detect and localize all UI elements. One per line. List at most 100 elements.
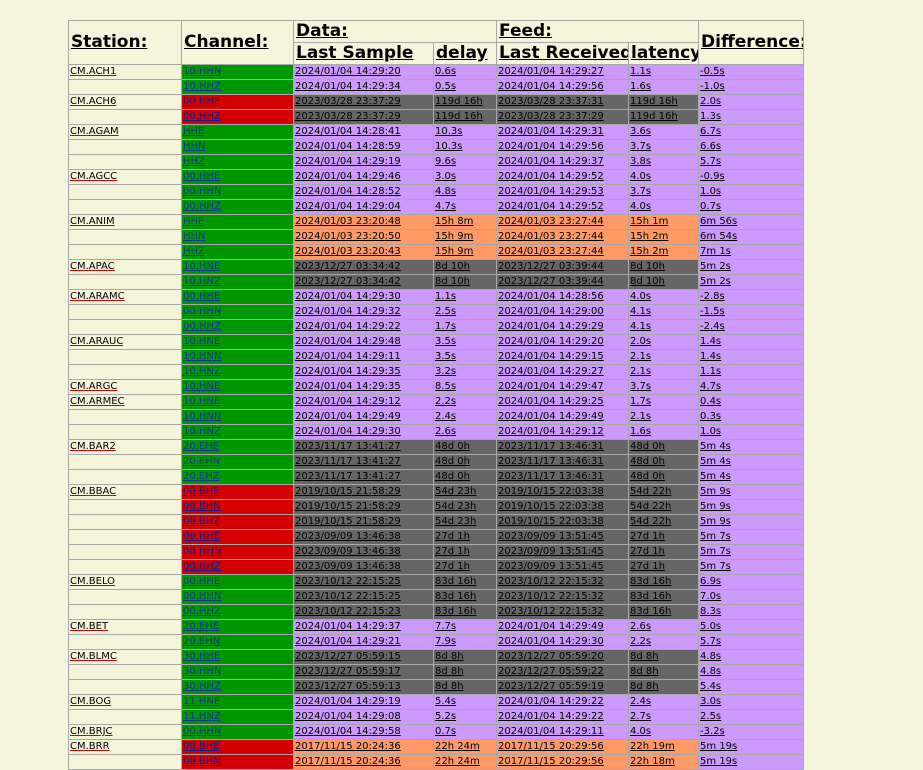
latency-link[interactable]: 3.8s — [630, 156, 652, 167]
last-received-link[interactable]: 2023/09/09 13:51:45 — [498, 531, 604, 542]
station-link[interactable]: CM.AGAM — [70, 126, 119, 137]
last-sample-link[interactable]: 2019/10/15 21:58:29 — [295, 501, 401, 512]
channel-link[interactable]: 10.HNZ — [183, 426, 221, 437]
channel-link[interactable]: 10.HNZ — [183, 366, 221, 377]
delay-link[interactable]: 119d 16h — [435, 96, 483, 107]
channel-link[interactable]: 10.HNN — [183, 411, 222, 422]
difference-link[interactable]: 6m 54s — [700, 231, 738, 242]
delay-link[interactable]: 15h 9m — [435, 246, 474, 257]
last-received-link[interactable]: 2024/01/04 14:29:30 — [498, 636, 604, 647]
channel-link[interactable]: 10.HNE — [183, 261, 221, 272]
latency-link[interactable]: 27d 1h — [630, 531, 665, 542]
difference-link[interactable]: 1.0s — [700, 426, 722, 437]
difference-link[interactable]: 7m 1s — [700, 246, 731, 257]
channel-link[interactable]: 00.HHN — [183, 306, 222, 317]
station-link[interactable]: CM.ARAMC — [70, 291, 125, 302]
delay-link[interactable]: 2.5s — [435, 306, 457, 317]
delay-link[interactable]: 10.3s — [435, 141, 463, 152]
last-received-link[interactable]: 2024/01/03 23:27:44 — [498, 231, 604, 242]
difference-link[interactable]: 5m 2s — [700, 261, 731, 272]
last-received-link[interactable]: 2023/12/27 05:59:22 — [498, 666, 604, 677]
delay-link[interactable]: 83d 16h — [435, 591, 477, 602]
last-sample-link[interactable]: 2019/10/15 21:58:29 — [295, 486, 401, 497]
latency-link[interactable]: 22h 18m — [630, 756, 675, 767]
latency-link[interactable]: 3.6s — [630, 126, 652, 137]
last-sample-link[interactable]: 2023/12/27 03:34:42 — [295, 276, 401, 287]
delay-link[interactable]: 1.1s — [435, 291, 457, 302]
latency-link[interactable]: 3.7s — [630, 186, 652, 197]
last-sample-link[interactable]: 2023/12/27 05:59:13 — [295, 681, 401, 692]
last-sample-link[interactable]: 2024/01/04 14:29:48 — [295, 336, 401, 347]
delay-link[interactable]: 15h 8m — [435, 216, 474, 227]
delay-link[interactable]: 3.5s — [435, 351, 457, 362]
last-sample-link[interactable]: 2024/01/04 14:28:41 — [295, 126, 401, 137]
last-sample-link[interactable]: 2017/11/15 20:24:36 — [295, 756, 401, 767]
latency-link[interactable]: 8d 8h — [630, 651, 659, 662]
last-sample-link[interactable]: 2023/03/28 23:37:29 — [295, 111, 401, 122]
last-received-link[interactable]: 2023/10/12 22:15:32 — [498, 606, 604, 617]
delay-link[interactable]: 27d 1h — [435, 561, 470, 572]
difference-link[interactable]: 4.7s — [700, 381, 722, 392]
last-received-link[interactable]: 2024/01/04 14:29:12 — [498, 426, 604, 437]
channel-link[interactable]: 20.EHZ — [183, 471, 220, 482]
station-link[interactable]: CM.ARGC — [70, 381, 118, 392]
last-received-link[interactable]: 2024/01/04 14:29:22 — [498, 711, 604, 722]
delay-link[interactable]: 5.2s — [435, 711, 457, 722]
station-link[interactable]: CM.ARMEC — [70, 396, 125, 407]
channel-link[interactable]: 00.HHE — [183, 171, 221, 182]
difference-link[interactable]: 0.7s — [700, 201, 722, 212]
last-received-link[interactable]: 2024/01/04 14:29:22 — [498, 696, 604, 707]
station-link[interactable]: CM.ACH6 — [70, 96, 117, 107]
latency-link[interactable]: 3.7s — [630, 381, 652, 392]
last-received-link[interactable]: 2019/10/15 22:03:38 — [498, 501, 604, 512]
latency-link[interactable]: 8d 8h — [630, 666, 659, 677]
latency-link[interactable]: 2.4s — [630, 696, 652, 707]
channel-link[interactable]: 00.HHN — [183, 591, 222, 602]
delay-link[interactable]: 119d 16h — [435, 111, 483, 122]
last-sample-link[interactable]: 2023/10/12 22:15:25 — [295, 591, 401, 602]
delay-link[interactable]: 48d 0h — [435, 471, 470, 482]
delay-link[interactable]: 48d 0h — [435, 456, 470, 467]
latency-link[interactable]: 4.1s — [630, 321, 652, 332]
delay-link[interactable]: 54d 23h — [435, 516, 477, 527]
last-received-link[interactable]: 2024/01/04 14:29:29 — [498, 321, 604, 332]
channel-link[interactable]: 30.HHN — [183, 666, 222, 677]
channel-link[interactable]: HHZ — [183, 156, 205, 167]
station-link[interactable]: CM.AGCC — [70, 171, 118, 182]
channel-link[interactable]: 00.HHZ — [183, 606, 221, 617]
difference-link[interactable]: 5m 7s — [700, 546, 731, 557]
last-received-link[interactable]: 2024/01/03 23:27:44 — [498, 246, 604, 257]
last-sample-link[interactable]: 2023/12/27 05:59:15 — [295, 651, 401, 662]
latency-link[interactable]: 54d 22h — [630, 516, 672, 527]
delay-link[interactable]: 83d 16h — [435, 606, 477, 617]
delay-link[interactable]: 2.2s — [435, 396, 457, 407]
difference-link[interactable]: -1.5s — [700, 306, 725, 317]
difference-link[interactable]: 1.3s — [700, 111, 722, 122]
delay-link[interactable]: 8.5s — [435, 381, 457, 392]
station-link[interactable]: CM.BRJC — [70, 726, 113, 737]
latency-link[interactable]: 15h 2m — [630, 246, 669, 257]
channel-link[interactable]: 10.HHZ — [183, 81, 221, 92]
station-link[interactable]: CM.ANIM — [70, 216, 115, 227]
delay-link[interactable]: 7.7s — [435, 621, 457, 632]
channel-link[interactable]: HHE — [183, 216, 205, 227]
channel-link[interactable]: 00.HHN — [183, 726, 222, 737]
channel-link[interactable]: 00.HHZ — [183, 201, 221, 212]
channel-link[interactable]: HHN — [183, 141, 206, 152]
last-received-link[interactable]: 2024/01/04 14:29:52 — [498, 201, 604, 212]
delay-link[interactable]: 0.7s — [435, 726, 457, 737]
difference-link[interactable]: 1.1s — [700, 366, 722, 377]
last-received-link[interactable]: 2024/01/04 14:29:37 — [498, 156, 604, 167]
last-sample-link[interactable]: 2024/01/04 14:29:46 — [295, 171, 401, 182]
last-received-link[interactable]: 2024/01/04 14:29:20 — [498, 336, 604, 347]
latency-link[interactable]: 2.6s — [630, 621, 652, 632]
channel-link[interactable]: 10.HNN — [183, 351, 222, 362]
last-received-link[interactable]: 2024/01/04 14:29:47 — [498, 381, 604, 392]
delay-link[interactable]: 2.6s — [435, 426, 457, 437]
channel-link[interactable]: 00.HHN — [183, 546, 222, 557]
latency-link[interactable]: 83d 16h — [630, 606, 672, 617]
channel-link[interactable]: HHN — [183, 231, 206, 242]
last-sample-link[interactable]: 2023/11/17 13:41:27 — [295, 456, 401, 467]
difference-link[interactable]: 5.4s — [700, 681, 722, 692]
difference-link[interactable]: -2.4s — [700, 321, 725, 332]
